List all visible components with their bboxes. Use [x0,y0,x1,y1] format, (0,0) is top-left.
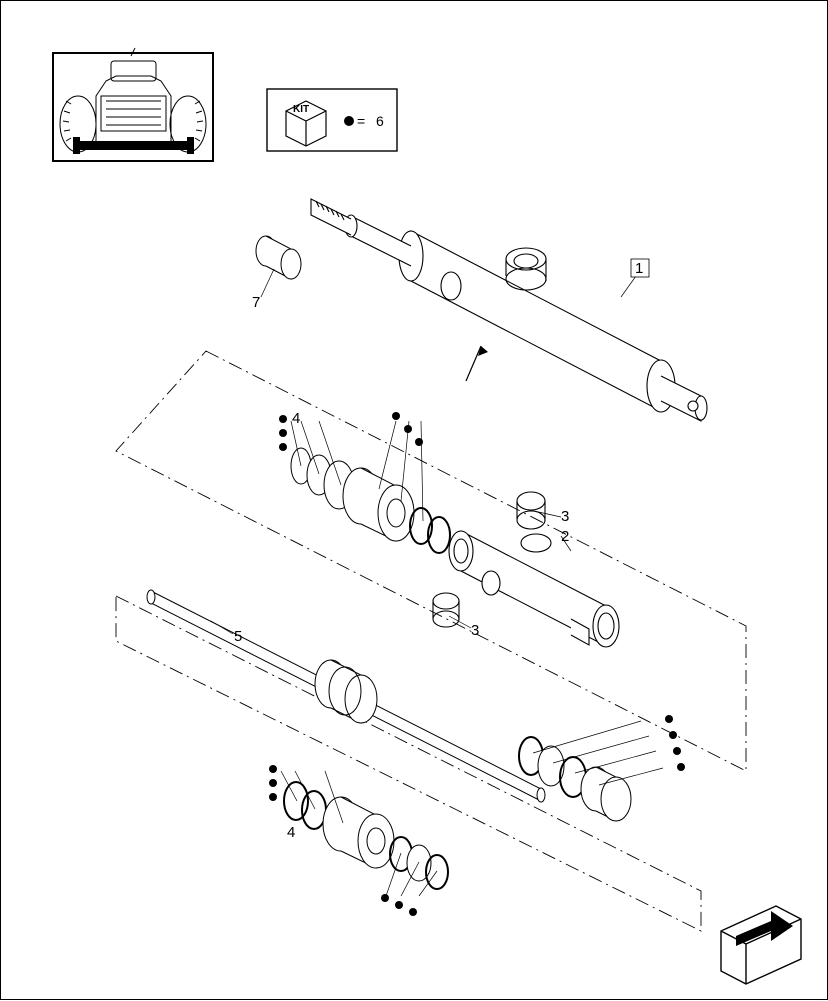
callout-3b: 3 [471,622,479,639]
gland-group-upper [291,448,450,553]
nut-item7 [256,236,301,279]
kit-legend-box: KIT = 6 [267,89,397,151]
kit-sep: = [357,113,365,129]
callout-1: 1 [635,260,643,277]
callout-4: 4 [292,410,300,427]
detail-boundary [116,351,746,771]
kit-bullet [344,116,354,126]
diagram-svg: KIT = 6 [1,1,828,1001]
callout-3: 3 [561,508,569,525]
kit-value: 6 [376,113,384,129]
rod-end-seals [519,737,631,821]
kit-label: KIT [293,104,309,115]
tractor-thumbnail [53,48,213,161]
callout-4b: 4 [287,824,295,841]
detail-boundary-lower [116,596,701,931]
callout-2: 2 [561,528,569,545]
piston-rod [147,590,545,802]
cylinder-assembly [311,199,707,421]
parts-diagram-page: KIT = 6 [0,0,828,1000]
callout-7: 7 [252,294,260,311]
barrel-tube [433,492,619,647]
gland-group-lower [284,782,448,889]
callout-5: 5 [234,628,242,645]
page-nav-icon[interactable] [721,906,801,984]
